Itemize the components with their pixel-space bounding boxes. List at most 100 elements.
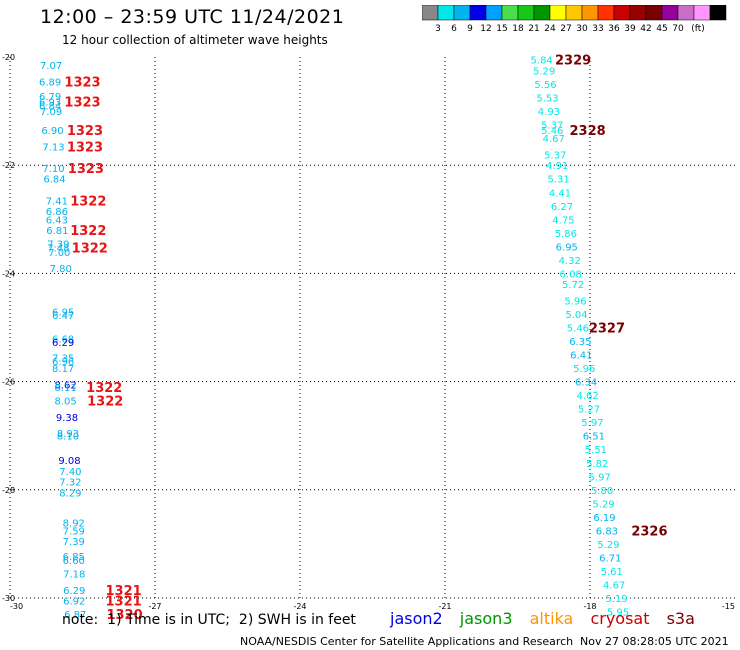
wave-height-value: 4.67 (543, 134, 565, 145)
wave-height-value: 4.41 (549, 188, 571, 199)
pass-time-label: 1321 (105, 595, 141, 610)
wave-height-value: 7.59 (63, 526, 85, 537)
chart-title: 12:00 – 23:59 UTC 11/24/2021 (40, 6, 345, 28)
colorbar-label: 3 (435, 24, 441, 34)
x-tick-label: -18 (583, 602, 596, 611)
wave-height-value: 6.85 (63, 552, 85, 563)
wave-height-value: 6.89 (39, 77, 61, 88)
wave-height-value: 6.81 (46, 226, 68, 237)
x-tick-label: -21 (438, 602, 451, 611)
wave-height-value: 6.43 (46, 215, 68, 226)
wave-height-value: 5.29 (597, 540, 619, 551)
pass-time-label: 1320 (106, 608, 142, 623)
x-tick-label: -15 (722, 602, 735, 611)
colorbar-label: 70 (672, 24, 684, 34)
wave-height-value: 4.75 (552, 215, 574, 226)
x-tick-label: -27 (148, 602, 161, 611)
legend-item-jason2: jason2 (390, 609, 443, 628)
y-tick-label: -20 (2, 53, 15, 62)
satellite-legend: jason2 jason3 altika cryosat s3a (390, 609, 707, 628)
colorbar-legend: 3 6 9 12 15 18 21 24 27 30 33 36 39 42 45 70 (ft) (422, 5, 727, 34)
wave-height-value: 9.08 (58, 456, 80, 467)
y-tick-label: -24 (2, 269, 15, 278)
wave-height-value: 8.17 (52, 364, 74, 375)
colorbar-label: 18 (512, 24, 524, 34)
wave-height-value: 5.51 (585, 445, 607, 456)
wave-height-value: 5.96 (573, 364, 595, 375)
legend-item-jason3: jason3 (459, 609, 513, 628)
wave-height-value: 5.29 (592, 499, 614, 510)
colorbar-label: 12 (480, 24, 491, 34)
wave-height-value: 6.29 (63, 586, 85, 597)
colorbar-label: 9 (467, 24, 473, 34)
wave-height-value: 6.68 (52, 334, 74, 345)
legend-item-altika: altika (529, 609, 574, 628)
colorbar-label: 21 (528, 24, 539, 34)
wave-height-value: 6.27 (551, 202, 573, 213)
pass-time-label: 1323 (68, 162, 104, 177)
wave-height-value: 6.87 (64, 610, 86, 621)
wave-height-value: 6.90 (41, 126, 63, 137)
wave-height-value: 5.31 (547, 175, 569, 186)
wave-height-value: 5.97 (581, 418, 603, 429)
wave-height-value: 5.82 (586, 459, 608, 470)
wave-height-value: 5.84 (531, 56, 553, 67)
wave-height-value: 6.41 (570, 351, 592, 362)
wave-height-value: 8.92 (63, 518, 85, 529)
credit-line: NOAA/NESDIS Center for Satellite Applica… (240, 635, 574, 648)
wave-height-value: 4.93 (538, 107, 560, 118)
wave-height-value: 7.40 (59, 467, 81, 478)
wave-height-value: 6.92 (63, 597, 85, 608)
wave-height-value: 5.72 (562, 280, 584, 291)
wave-height-value: 7.09 (40, 107, 62, 118)
wave-height-value: 8.29 (59, 489, 81, 500)
wave-height-value: 7.35 (52, 353, 74, 364)
wave-height-value: 5.56 (534, 80, 556, 91)
colorbar-label: 27 (560, 24, 571, 34)
wave-height-value: 5.53 (536, 94, 558, 105)
pass-time-label: 1323 (64, 75, 100, 90)
wave-height-value: 5.37 (541, 121, 563, 132)
wave-height-value: 7.07 (40, 61, 62, 72)
colorbar-label: 39 (624, 24, 636, 34)
wave-height-value: 5.96 (564, 296, 586, 307)
wave-height-value: 8.05 (54, 397, 76, 408)
wave-height-value: 6.08 (560, 269, 582, 280)
colorbar-label: 36 (608, 24, 620, 34)
wave-height-value: 5.27 (578, 405, 600, 416)
wave-height-value: 7.18 (63, 570, 85, 581)
wave-height-value: 5.46 (541, 126, 563, 137)
pass-time-label: 1322 (87, 395, 123, 410)
wave-height-value: 6.34 (575, 378, 597, 389)
wave-height-value: 9.38 (56, 413, 78, 424)
pass-time-label: 1322 (86, 381, 122, 396)
pass-time-label: 1322 (72, 241, 108, 256)
wave-height-value: 5.19 (605, 594, 627, 605)
wave-height-value: 6.83 (596, 526, 618, 537)
wave-height-value: 6.84 (43, 175, 65, 186)
wave-height-value: 4.32 (559, 256, 581, 267)
legend-item-cryosat: cryosat (590, 609, 650, 628)
wave-height-value: 5.46 (567, 324, 589, 335)
wave-height-value: 4.67 (603, 580, 625, 591)
footer-note: note: 1) Time is in UTC; 2) SWH is in fe… (62, 612, 356, 628)
colorbar-label: 45 (656, 24, 667, 34)
wave-height-value: 4.62 (576, 391, 598, 402)
y-tick-label: -30 (2, 594, 15, 603)
wave-height-value: 5.97 (589, 472, 611, 483)
wave-height-value: 7.00 (48, 248, 70, 259)
wave-height-value: 7.13 (42, 142, 64, 153)
wave-height-value: 7.10 (42, 164, 64, 175)
wave-height-value: 5.29 (533, 67, 555, 78)
x-tick-label: -30 (10, 602, 23, 611)
wave-height-value: 6.19 (593, 513, 615, 524)
legend-item-s3a: s3a (666, 609, 695, 628)
colorbar-label: (ft) (691, 24, 705, 34)
wave-height-value: 8.11 (54, 383, 76, 394)
colorbar-label: 6 (451, 24, 457, 34)
wave-height-value: 6.95 (52, 307, 74, 318)
colorbar-label: 33 (592, 24, 603, 34)
pass-time-label: 1323 (67, 124, 103, 139)
wave-height-value: 5.04 (565, 310, 587, 321)
